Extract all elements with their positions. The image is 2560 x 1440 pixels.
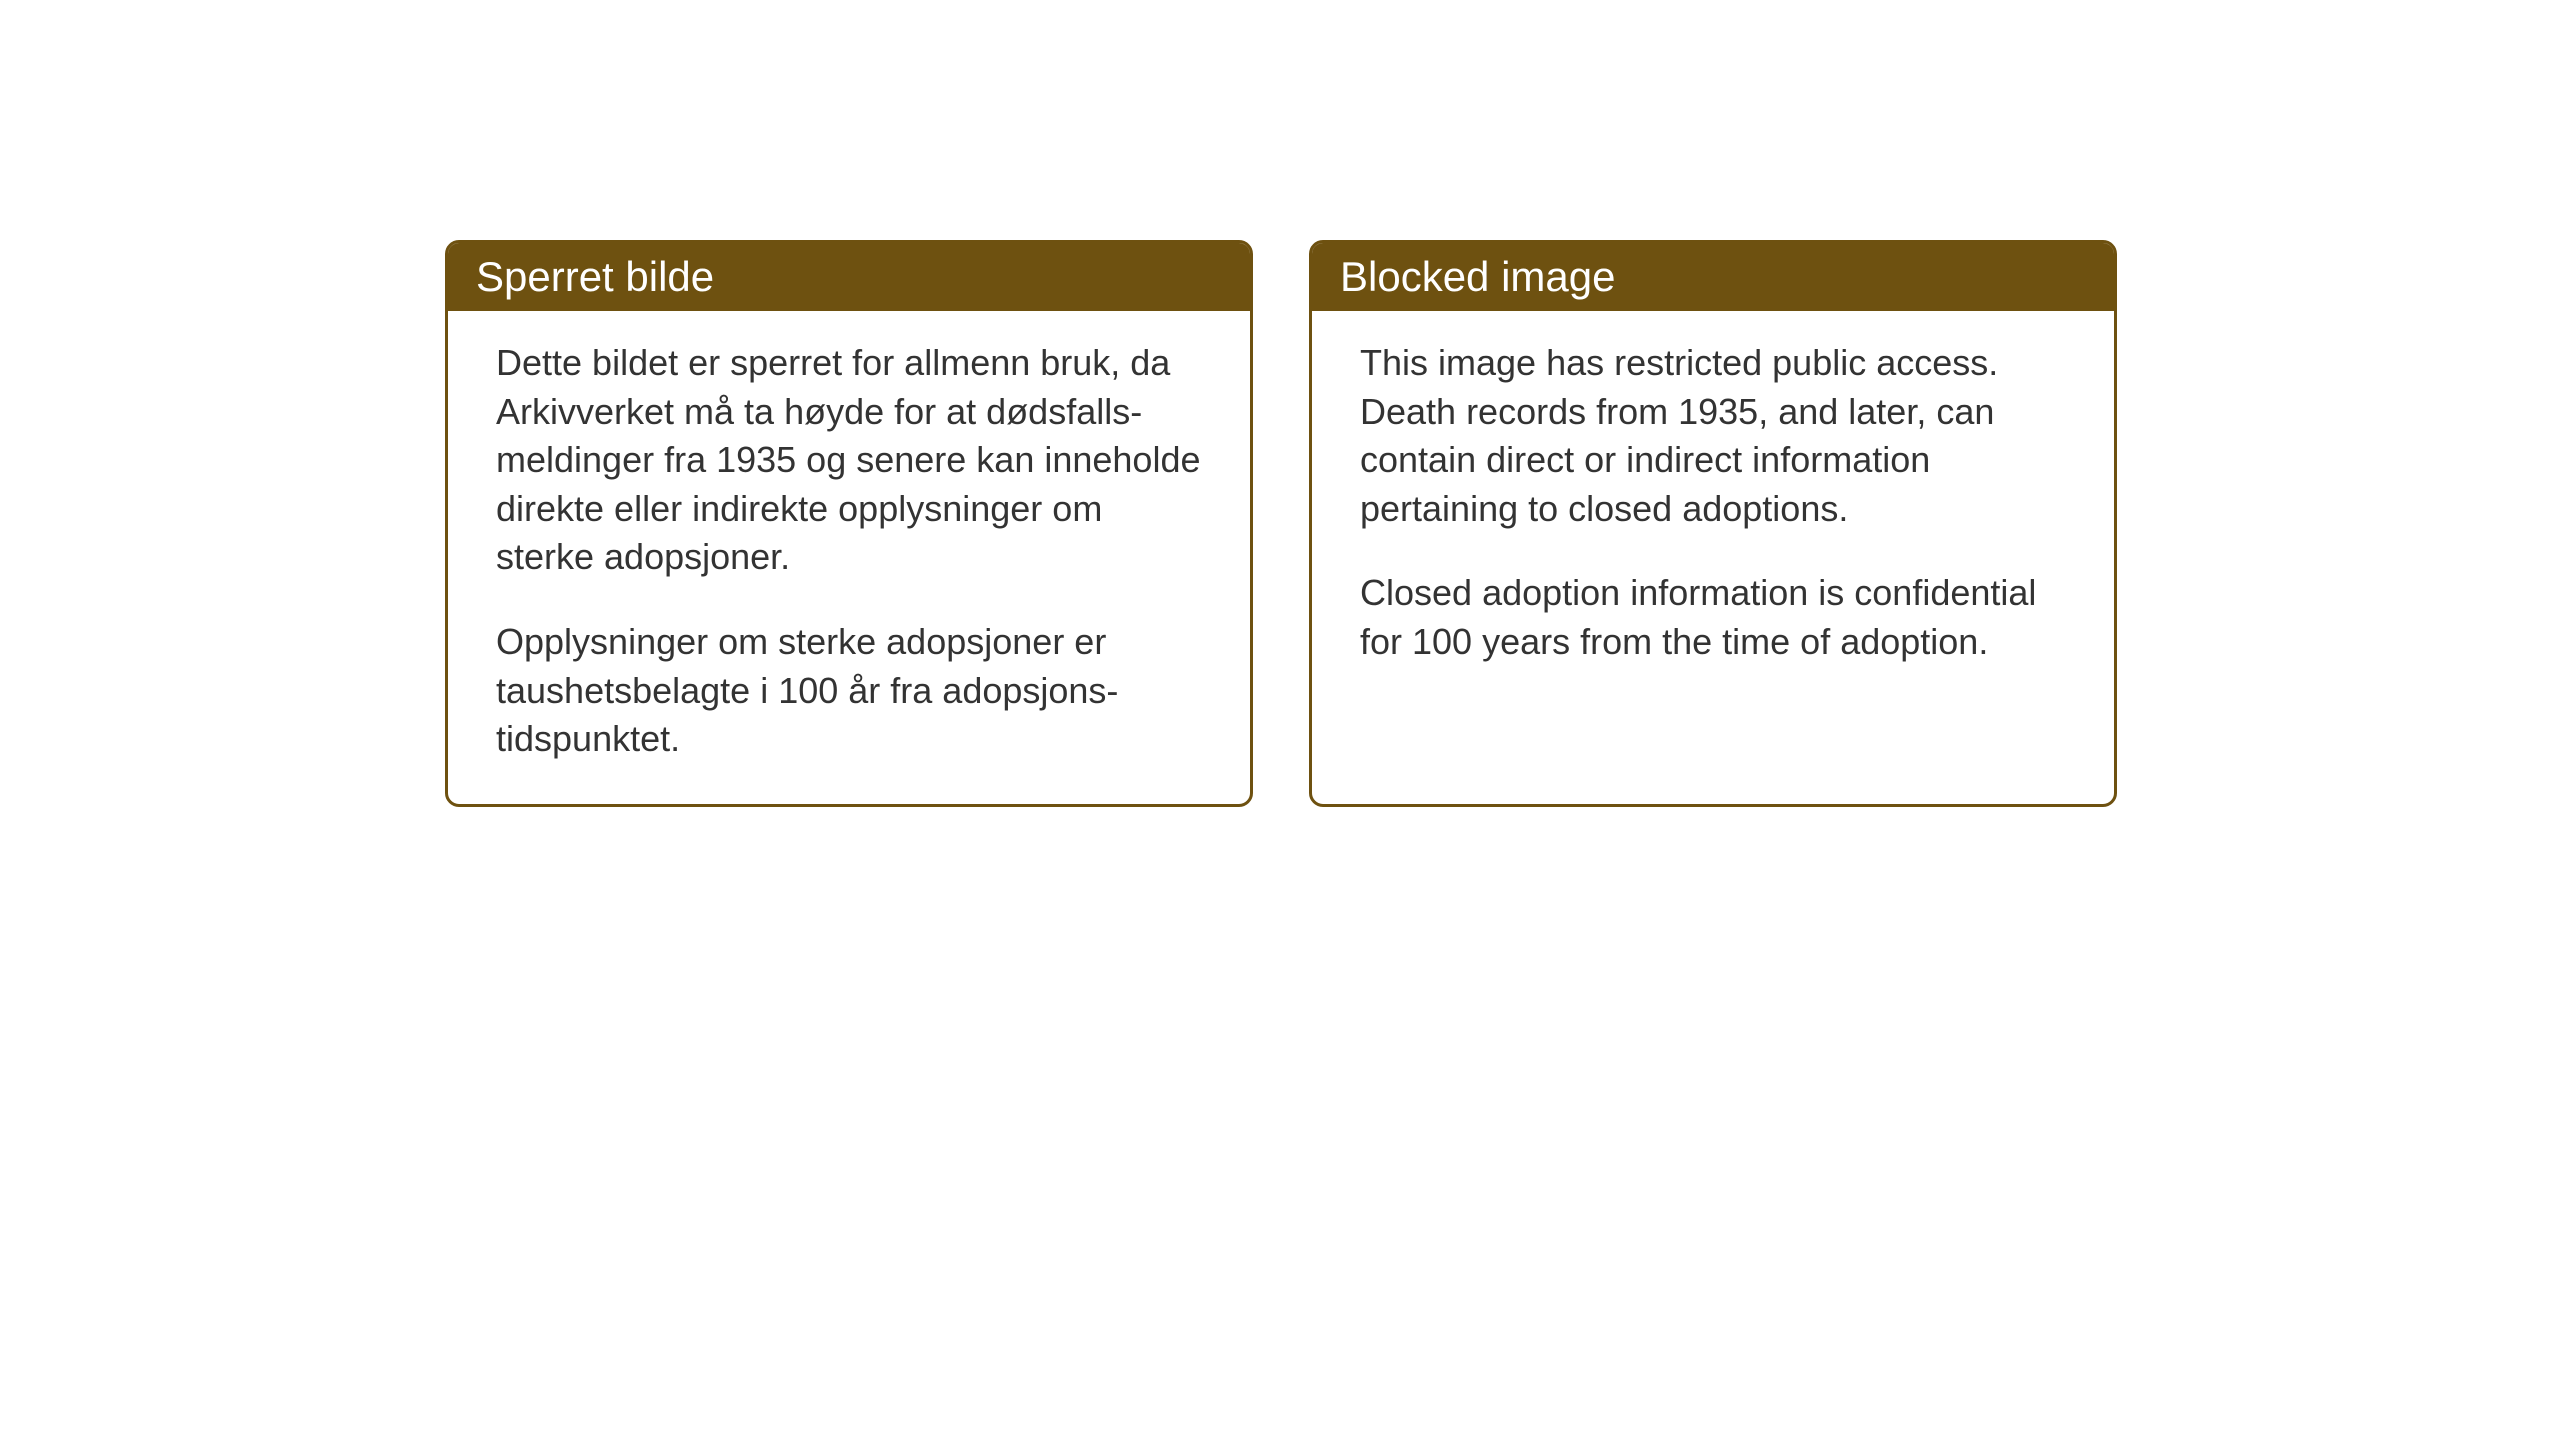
card-paragraph-english-1: This image has restricted public access.… [1360,339,2066,533]
card-title-english: Blocked image [1340,253,1615,300]
notice-card-english: Blocked image This image has restricted … [1309,240,2117,807]
card-paragraph-norwegian-1: Dette bildet er sperret for allmenn bruk… [496,339,1202,582]
card-title-norwegian: Sperret bilde [476,253,714,300]
card-body-norwegian: Dette bildet er sperret for allmenn bruk… [448,311,1250,804]
notice-card-norwegian: Sperret bilde Dette bildet er sperret fo… [445,240,1253,807]
card-paragraph-english-2: Closed adoption information is confident… [1360,569,2066,666]
card-paragraph-norwegian-2: Opplysninger om sterke adopsjoner er tau… [496,618,1202,764]
card-header-norwegian: Sperret bilde [448,243,1250,311]
notice-cards-container: Sperret bilde Dette bildet er sperret fo… [445,240,2117,807]
card-body-english: This image has restricted public access.… [1312,311,2114,707]
card-header-english: Blocked image [1312,243,2114,311]
